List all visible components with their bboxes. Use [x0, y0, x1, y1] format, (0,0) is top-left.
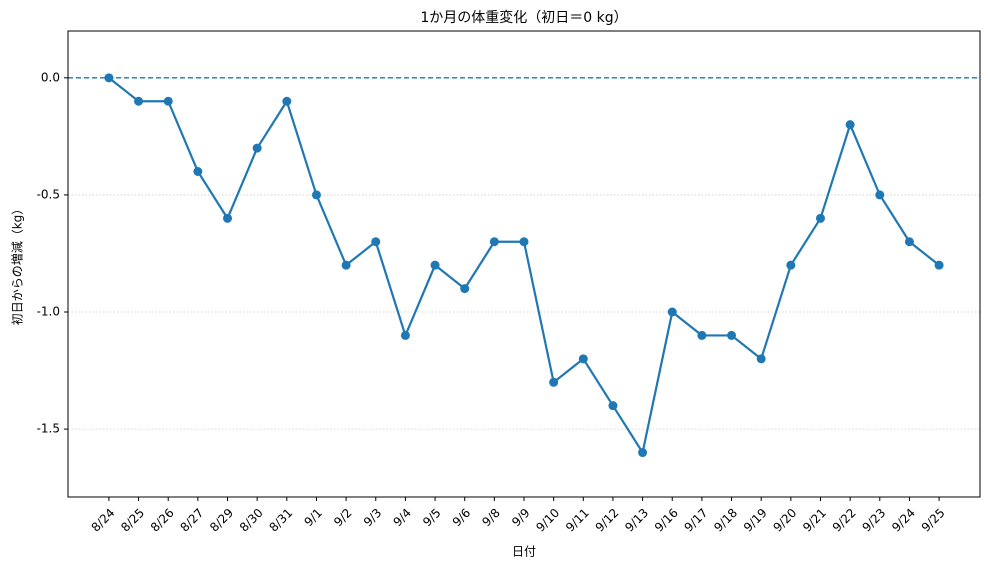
- x-tick-label: 9/18: [711, 506, 740, 535]
- x-tick-label: 9/5: [420, 506, 444, 530]
- x-tick-label: 9/10: [533, 506, 562, 535]
- x-tick-label: 9/17: [682, 506, 711, 535]
- point: [430, 260, 440, 270]
- x-tick-label: 9/9: [509, 506, 533, 530]
- x-tick-label: 8/26: [148, 506, 177, 535]
- x-tick-label: 8/29: [207, 506, 236, 535]
- point: [282, 96, 292, 106]
- x-axis-label: 日付: [512, 545, 536, 559]
- point: [934, 260, 944, 270]
- x-tick-label: 9/12: [593, 506, 622, 535]
- x-tick-label: 8/30: [237, 506, 266, 535]
- point: [134, 96, 144, 106]
- x-tick-label: 9/13: [622, 506, 651, 535]
- x-tick-label: 9/4: [390, 506, 414, 530]
- x-tick-label: 9/19: [741, 506, 770, 535]
- x-tick-label: 9/3: [361, 506, 385, 530]
- point: [667, 307, 677, 317]
- point: [252, 143, 262, 153]
- x-tick-label: 8/25: [118, 506, 147, 535]
- x-tick-label: 8/24: [89, 506, 118, 535]
- x-tick-label: 9/20: [770, 506, 799, 535]
- point: [638, 448, 648, 458]
- point: [341, 260, 351, 270]
- point: [489, 237, 499, 247]
- point: [904, 237, 914, 247]
- point: [104, 73, 114, 83]
- x-tick-label: 9/22: [830, 506, 859, 535]
- x-tick-label: 8/31: [266, 506, 295, 535]
- x-tick-label: 9/1: [301, 506, 325, 530]
- point: [786, 260, 796, 270]
- x-tick-label: 9/21: [800, 506, 829, 535]
- x-tick-label: 9/24: [889, 506, 918, 535]
- point: [845, 120, 855, 130]
- point: [549, 377, 559, 387]
- point: [223, 213, 233, 223]
- y-axis-label: 初日からの増減（kg）: [10, 203, 25, 326]
- point: [371, 237, 381, 247]
- x-tick-label: 9/11: [563, 506, 592, 535]
- point: [311, 190, 321, 200]
- point: [727, 330, 737, 340]
- y-tick-label: -1.0: [37, 305, 60, 319]
- x-tick-label: 9/2: [331, 506, 355, 530]
- y-tick-label: 0.0: [41, 70, 60, 84]
- point: [608, 401, 618, 411]
- x-tick-label: 9/23: [859, 506, 888, 535]
- x-tick-label: 9/16: [652, 506, 681, 535]
- point: [193, 167, 203, 177]
- line: [108, 76, 940, 456]
- plot-frame: [67, 30, 981, 498]
- x-tick-label: 9/8: [479, 506, 503, 530]
- point: [400, 330, 410, 340]
- point: [460, 284, 470, 294]
- point: [519, 237, 529, 247]
- point: [875, 190, 885, 200]
- chart-title: 1か月の体重変化（初日＝0 kg）: [420, 9, 627, 26]
- point: [815, 213, 825, 223]
- y-tick-label: -0.5: [37, 187, 60, 201]
- point: [163, 96, 173, 106]
- x-tick-label: 9/25: [919, 506, 948, 535]
- y-tick-label: -1.5: [37, 422, 60, 436]
- point: [756, 354, 766, 364]
- x-tick-label: 8/27: [178, 506, 207, 535]
- x-tick-label: 9/6: [450, 506, 474, 530]
- point: [578, 354, 588, 364]
- point: [697, 330, 707, 340]
